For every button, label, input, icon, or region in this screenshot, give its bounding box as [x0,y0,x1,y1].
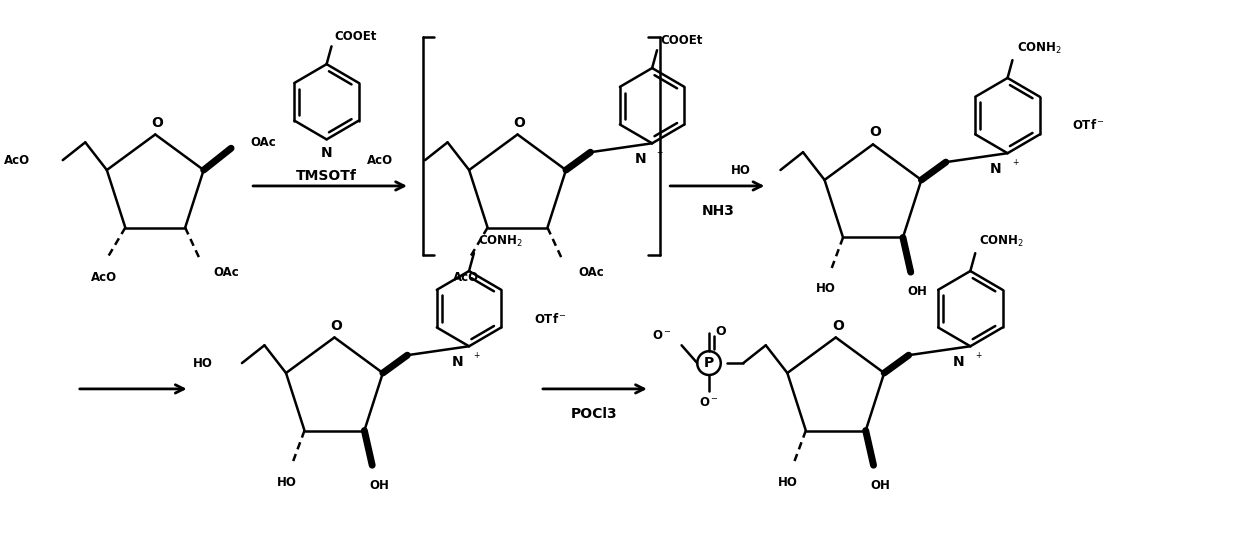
Text: O: O [513,115,526,129]
Text: OAc: OAc [579,265,604,279]
Text: N: N [990,162,1002,176]
Text: CONH$_2$: CONH$_2$ [980,234,1024,249]
Text: AcO: AcO [91,270,117,283]
Text: TMSOTf: TMSOTf [296,169,357,183]
Text: COOEt: COOEt [335,30,377,43]
Text: POCl3: POCl3 [570,407,618,421]
Text: AcO: AcO [453,270,479,283]
Text: OAc: OAc [250,136,277,149]
Text: $^+$: $^+$ [472,351,481,361]
Text: COOEt: COOEt [661,34,703,47]
Text: O: O [869,125,880,139]
Text: O: O [832,319,843,333]
Text: OH: OH [908,286,928,298]
Text: $^+$: $^+$ [656,148,665,158]
Text: HO: HO [732,164,751,176]
Text: HO: HO [192,357,212,370]
Text: N: N [321,146,332,160]
Text: OTf$^-$: OTf$^-$ [1073,119,1105,133]
Text: OH: OH [870,478,890,492]
Text: HO: HO [779,475,799,488]
Text: HO: HO [277,475,296,488]
Text: HO: HO [816,282,836,296]
Text: O: O [715,325,727,338]
Text: N: N [451,355,463,369]
Text: N: N [635,152,646,166]
Text: CONH$_2$: CONH$_2$ [1017,41,1061,56]
Text: O$^-$: O$^-$ [652,329,672,342]
Text: $^+$: $^+$ [973,351,983,361]
Text: AcO: AcO [367,153,393,167]
Text: CONH$_2$: CONH$_2$ [479,234,522,249]
Text: OAc: OAc [213,265,239,279]
Text: OTf$^-$: OTf$^-$ [533,311,567,325]
Text: N: N [952,355,965,369]
Text: O: O [151,115,164,129]
Text: OH: OH [370,478,389,492]
Text: $^+$: $^+$ [1011,158,1021,168]
Text: AcO: AcO [4,153,31,167]
Text: P: P [704,356,714,370]
Text: NH3: NH3 [702,204,735,218]
Text: O$^-$: O$^-$ [699,396,719,409]
Text: O: O [330,319,342,333]
